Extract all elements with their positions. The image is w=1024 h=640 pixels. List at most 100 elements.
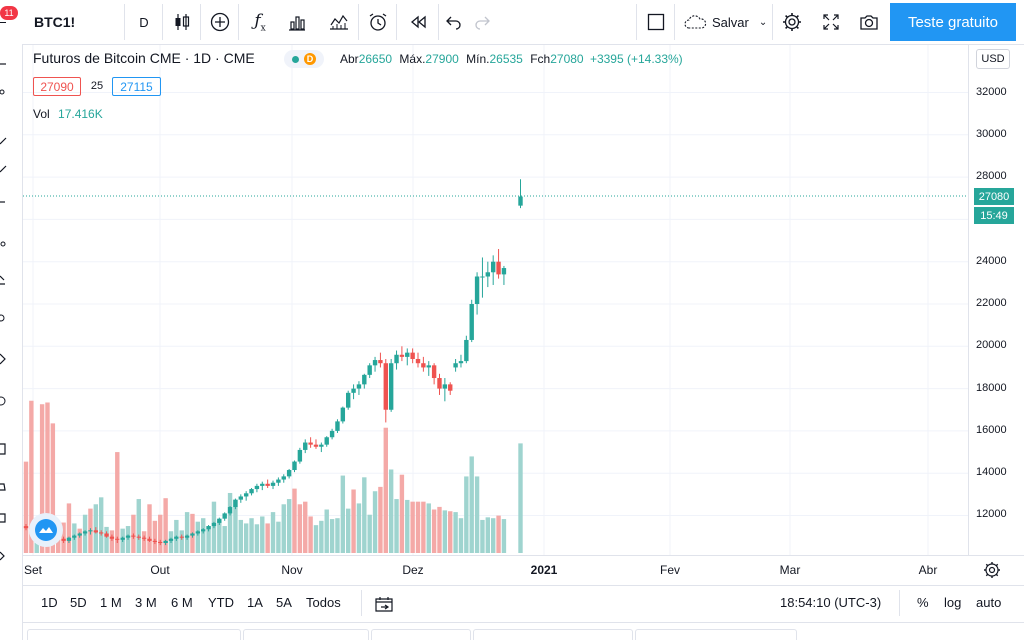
price-tick: 24000: [976, 255, 1007, 267]
range-3m[interactable]: 3 M: [135, 595, 157, 610]
menu-icon[interactable]: [0, 22, 6, 23]
candle: [292, 460, 297, 473]
candle-body: [431, 365, 437, 379]
series-legend: Futuros de Bitcoin CME · 1D · CME: [33, 50, 255, 66]
save-button[interactable]: Salvar ⌄: [678, 4, 774, 40]
buy-button[interactable]: 27115: [112, 77, 161, 96]
candle: [367, 363, 372, 379]
price-axis[interactable]: [968, 45, 1024, 555]
layout-button[interactable]: [640, 4, 672, 40]
volume-bar: [286, 499, 292, 553]
price-tick: 28000: [976, 170, 1007, 182]
volume-bar: [405, 499, 410, 553]
volume-bar: [458, 518, 464, 553]
sell-button[interactable]: 27090: [33, 77, 81, 96]
currency-label: USD: [981, 53, 1005, 65]
symbol-search-button[interactable]: BTC1!: [26, 4, 130, 40]
panel-tab[interactable]: [371, 629, 471, 640]
time-axis[interactable]: [23, 555, 1024, 586]
range-1d[interactable]: 1D: [41, 595, 58, 610]
candle: [82, 530, 88, 536]
toolbar-divider: [438, 4, 439, 40]
candle: [270, 480, 276, 490]
axis-settings-button[interactable]: [982, 560, 1002, 580]
candles-icon: [175, 14, 190, 30]
candle-body: [98, 532, 104, 534]
range-5d[interactable]: 5D: [70, 595, 87, 610]
open-label: Abr: [340, 52, 359, 66]
toolbar-divider: [124, 4, 125, 40]
candle: [201, 528, 206, 534]
indicators-button[interactable]: ƒx: [242, 4, 278, 40]
range-ytd[interactable]: YTD: [208, 595, 234, 610]
candle-body: [238, 496, 243, 500]
panel-tab[interactable]: [243, 629, 369, 640]
currency-button[interactable]: USD: [976, 49, 1010, 69]
alert-button[interactable]: [362, 4, 394, 40]
candle-body: [217, 518, 222, 523]
panel-tab[interactable]: [473, 629, 633, 640]
financials-button[interactable]: [280, 4, 314, 40]
candle: [372, 356, 378, 372]
volume-bar: [329, 519, 335, 553]
candle: [448, 382, 453, 395]
candle: [297, 447, 303, 464]
candle-body: [222, 513, 227, 519]
volume-bar: [496, 515, 501, 553]
candle: [98, 530, 104, 536]
panel-tab[interactable]: [27, 629, 241, 640]
candle: [496, 249, 501, 279]
templates-button[interactable]: [322, 4, 356, 40]
notification-badge[interactable]: 11: [0, 6, 18, 20]
calendar-arrow-icon: [375, 597, 393, 612]
volume-value: 17.416K: [58, 107, 103, 121]
volume-bar: [98, 497, 104, 553]
volume-bar: [147, 504, 152, 553]
volume-bar: [163, 498, 168, 553]
candle: [480, 257, 485, 298]
range-5y[interactable]: 5A: [276, 595, 292, 610]
chevron-down-icon: ⌄: [758, 16, 768, 28]
fullscreen-button[interactable]: [814, 4, 848, 40]
free-trial-button[interactable]: Teste gratuito: [890, 3, 1016, 41]
interval-button[interactable]: D: [128, 4, 160, 40]
auto-toggle[interactable]: auto: [976, 595, 1002, 610]
replay-button[interactable]: [400, 4, 436, 40]
range-6m[interactable]: 6 M: [171, 595, 193, 610]
go-to-date-button[interactable]: [373, 593, 395, 615]
candle-body: [313, 444, 319, 447]
clock-timezone[interactable]: 18:54:10 (UTC-3): [780, 595, 882, 610]
panel-tab[interactable]: [635, 629, 797, 640]
log-toggle[interactable]: log: [944, 595, 962, 610]
redo-button[interactable]: [468, 4, 496, 40]
candle: [464, 335, 469, 364]
candle-body: [265, 483, 270, 486]
volume-bar: [383, 427, 388, 553]
volume-bar: [303, 501, 308, 553]
candle-body: [179, 536, 184, 538]
price-chart: [23, 45, 968, 555]
volume-bar: [340, 475, 346, 553]
range-1m[interactable]: 1 M: [100, 595, 122, 610]
candle-body: [292, 461, 297, 471]
price-tick: 20000: [976, 339, 1007, 351]
chart-pane[interactable]: [23, 45, 968, 555]
market-status[interactable]: D: [284, 50, 324, 68]
settings-button[interactable]: [776, 4, 808, 40]
percent-toggle[interactable]: %: [917, 595, 929, 610]
range-1y[interactable]: 1A: [247, 595, 263, 610]
candle: [174, 535, 179, 541]
candle-body: [303, 442, 308, 450]
undo-button[interactable]: [440, 4, 468, 40]
volume-bar: [501, 519, 507, 553]
top-toolbar: BTC1! D ƒx: [0, 0, 1024, 45]
candle-body: [485, 272, 491, 277]
tradingview-logo[interactable]: [29, 513, 63, 547]
snapshot-button[interactable]: [852, 4, 886, 40]
candle-body: [227, 507, 233, 514]
candle: [286, 468, 292, 479]
candle-style-button[interactable]: [166, 4, 198, 40]
compare-button[interactable]: [204, 4, 236, 40]
candle: [190, 532, 195, 538]
range-all[interactable]: Todos: [306, 595, 341, 610]
